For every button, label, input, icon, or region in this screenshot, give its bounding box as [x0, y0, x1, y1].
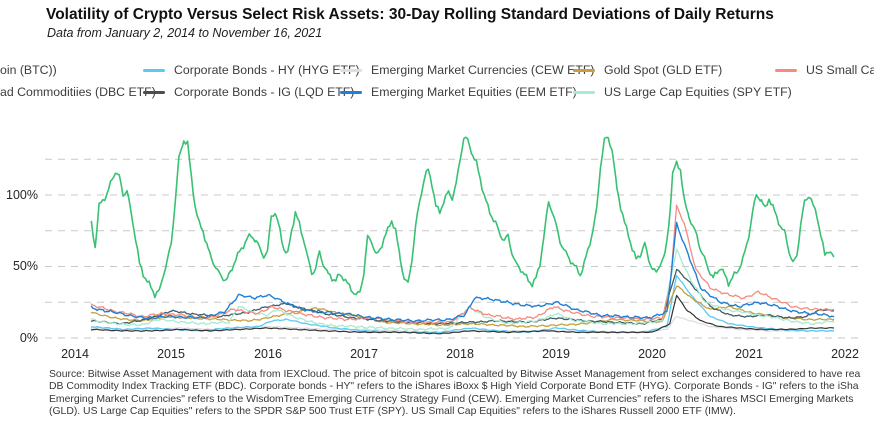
legend-label: US Small Cap E [806, 63, 874, 77]
x-tick-2020: 2020 [638, 347, 666, 361]
x-tick-2021: 2021 [735, 347, 763, 361]
series-line-corporate-bonds-ig-lqd-etf [90, 294, 835, 335]
x-tick-2022: 2022 [831, 347, 859, 361]
lqd-line-swatch-icon [143, 90, 165, 94]
series-line-bitcoin-btc [90, 136, 835, 299]
iwm-line-swatch-icon [775, 68, 797, 72]
x-tick-2016: 2016 [254, 347, 282, 361]
legend-label: oin (BTC)) [0, 63, 57, 77]
legend-label: US Large Cap Equities (SPY ETF) [604, 85, 792, 99]
gld-line-swatch-icon [573, 68, 595, 72]
legend-item-spy: US Large Cap Equities (SPY ETF) [573, 84, 792, 100]
legend-item-hyg: Corporate Bonds - HY (HYG ETF) [143, 62, 360, 78]
eem-line-swatch-icon [340, 90, 362, 94]
source-note: Source: Bitwise Asset Management with da… [49, 369, 861, 417]
legend-item-bitcoin: oin (BTC)) [0, 62, 57, 78]
spy-line-swatch-icon [573, 90, 595, 94]
x-tick-2017: 2017 [350, 347, 378, 361]
hyg-line-swatch-icon [143, 68, 165, 72]
legend-item-eem: Emerging Market Equities (EEM ETF) [340, 84, 577, 100]
x-tick-2014: 2014 [61, 347, 89, 361]
legend-item-cew: Emerging Market Currencies (CEW ETF) [340, 62, 594, 78]
chart-subtitle: Data from January 2, 2014 to November 16… [47, 26, 323, 40]
legend-item-gld: Gold Spot (GLD ETF) [573, 62, 722, 78]
series-line-emerging-market-equities-eem-etf [90, 221, 835, 323]
y-tick-100: 100% [6, 188, 38, 202]
legend-label: Corporate Bonds - HY (HYG ETF) [174, 63, 360, 77]
legend-item-iwm: US Small Cap E [775, 62, 874, 78]
series-line-us-small-cap-equities-iwm-etf [90, 204, 835, 325]
x-tick-2015: 2015 [157, 347, 185, 361]
x-tick-2018: 2018 [446, 347, 474, 361]
legend-label: Emerging Market Currencies (CEW ETF) [371, 63, 595, 77]
y-tick-0: 0% [19, 331, 38, 345]
legend-label: Emerging Market Equities (EEM ETF) [371, 85, 577, 99]
cew-line-swatch-icon [340, 68, 362, 72]
legend-label: Gold Spot (GLD ETF) [604, 63, 723, 77]
y-tick-50: 50% [12, 259, 38, 273]
legend-item-lqd: Corporate Bonds - IG (LQD ETF) [143, 84, 354, 100]
chart-title: Volatility of Crypto Versus Select Risk … [46, 6, 774, 23]
x-tick-2019: 2019 [542, 347, 570, 361]
legend-label: Corporate Bonds - IG (LQD ETF) [174, 85, 355, 99]
legend-item-dbc: ad Commoditiies (DBC ETF) [0, 84, 156, 100]
series-line-corporate-bonds-hy-hyg-etf [90, 275, 835, 334]
legend-label: ad Commoditiies (DBC ETF) [0, 85, 156, 99]
